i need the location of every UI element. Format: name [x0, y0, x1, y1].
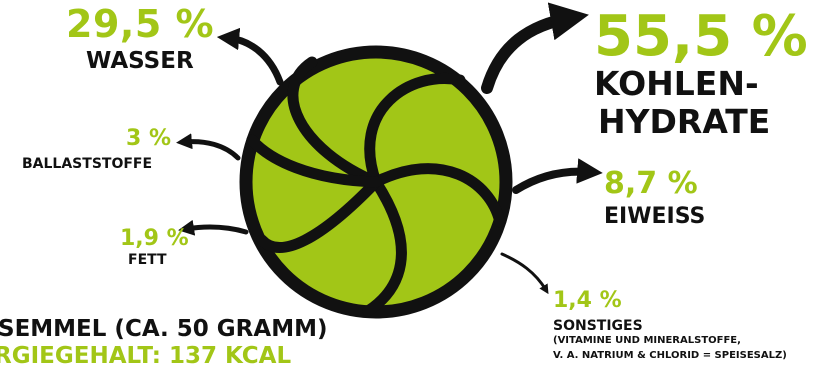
label-eiweiss: EIWEISS	[604, 204, 706, 229]
arrow-fett-icon	[178, 219, 249, 236]
footer-energy: RGIEGEHALT: 137 KCAL	[0, 343, 292, 369]
arrow-ballaststoffe-icon	[176, 133, 241, 161]
percent-ballaststoffe: 3 %	[126, 126, 172, 151]
percent-kohlenhydrate: 55,5 %	[594, 4, 808, 69]
arrow-sonstiges-icon	[500, 252, 549, 295]
note-sonstiges-line1: (VITAMINE UND MINERALSTOFFE,	[553, 335, 741, 346]
label-sonstiges: SONSTIGES	[553, 318, 643, 334]
percent-eiweiss: 8,7 %	[604, 166, 698, 201]
label-ballaststoffe: BALLASTSTOFFE	[22, 156, 153, 172]
arrow-kohlenhydrate-icon	[481, 2, 589, 94]
arrow-eiweiss-icon	[512, 158, 603, 194]
bread-roll-ball-icon	[239, 45, 513, 319]
arrow-wasser-icon	[216, 27, 284, 86]
label-wasser: WASSER	[86, 48, 194, 74]
label-fett: FETT	[128, 252, 167, 268]
percent-sonstiges: 1,4 %	[553, 288, 622, 313]
percent-fett: 1,9 %	[120, 226, 189, 251]
note-sonstiges-line2: V. A. NATRIUM & CHLORID = SPEISESALZ)	[553, 350, 787, 361]
footer-product: SEMMEL (CA. 50 GRAMM)	[0, 316, 328, 342]
label-kohlenhydrate-line2: HYDRATE	[598, 102, 771, 141]
percent-wasser: 29,5 %	[66, 2, 215, 46]
label-kohlenhydrate-line1: KOHLEN-	[594, 64, 759, 103]
